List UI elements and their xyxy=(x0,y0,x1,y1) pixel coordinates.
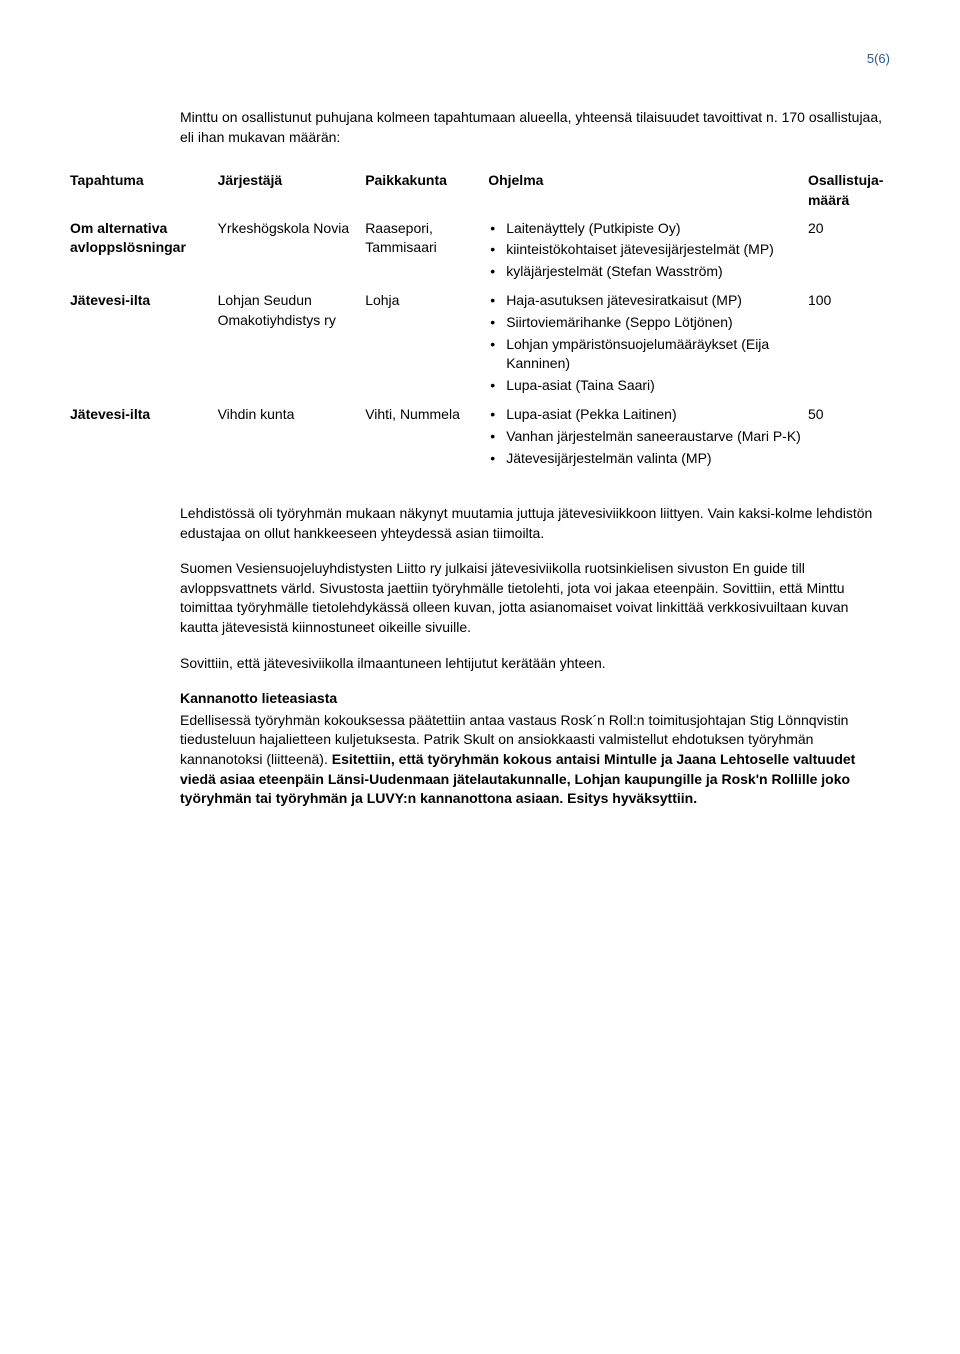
cell-loc: Raasepori, Tammisaari xyxy=(365,215,488,288)
table-header-row: Tapahtuma Järjestäjä Paikkakunta Ohjelma… xyxy=(70,167,890,214)
program-item: Jätevesijärjestelmän valinta (MP) xyxy=(506,449,802,469)
body-paragraph: Lehdistössä oli työryhmän mukaan näkynyt… xyxy=(180,504,890,543)
cell-event: Jätevesi-ilta xyxy=(70,292,150,308)
intro-paragraph: Minttu on osallistunut puhujana kolmeen … xyxy=(180,108,890,147)
cell-org: Lohjan Seudun Omakotiyhdistys ry xyxy=(218,287,366,401)
program-item: kyläjärjestelmät (Stefan Wasström) xyxy=(506,262,802,282)
program-item: Siirtoviemärihanke (Seppo Lötjönen) xyxy=(506,313,802,333)
cell-count: 100 xyxy=(808,287,890,401)
events-table: Tapahtuma Järjestäjä Paikkakunta Ohjelma… xyxy=(70,167,890,474)
cell-org: Vihdin kunta xyxy=(218,401,366,474)
program-item: Haja-asutuksen jätevesiratkaisut (MP) xyxy=(506,291,802,311)
program-item: Vanhan järjestelmän saneeraustarve (Mari… xyxy=(506,427,802,447)
cell-loc: Lohja xyxy=(365,287,488,401)
section-heading: Kannanotto lieteasiasta xyxy=(180,689,890,709)
cell-loc: Vihti, Nummela xyxy=(365,401,488,474)
th-org: Järjestäjä xyxy=(218,167,366,214)
cell-event: Jätevesi-ilta xyxy=(70,406,150,422)
body-paragraph: Edellisessä työryhmän kokouksessa päätet… xyxy=(180,711,890,809)
body-paragraph: Suomen Vesiensuojeluyhdistysten Liitto r… xyxy=(180,559,890,637)
body-paragraph: Sovittiin, että jätevesiviikolla ilmaant… xyxy=(180,654,890,674)
table-row: Om alternativa avloppslösningar Yrkeshög… xyxy=(70,215,890,288)
table-row: Jätevesi-ilta Lohjan Seudun Omakotiyhdis… xyxy=(70,287,890,401)
page-number: 5(6) xyxy=(70,50,890,68)
cell-org: Yrkeshögskola Novia xyxy=(218,215,366,288)
th-count: Osallistuja-määrä xyxy=(808,167,890,214)
program-item: Lupa-asiat (Taina Saari) xyxy=(506,376,802,396)
program-item: Lupa-asiat (Pekka Laitinen) xyxy=(506,405,802,425)
program-item: Lohjan ympäristönsuojelumääräykset (Eija… xyxy=(506,335,802,374)
program-item: Laitenäyttely (Putkipiste Oy) xyxy=(506,219,802,239)
program-list: Laitenäyttely (Putkipiste Oy) kiinteistö… xyxy=(488,219,802,282)
th-prog: Ohjelma xyxy=(488,167,808,214)
cell-count: 50 xyxy=(808,401,890,474)
cell-event: Om alternativa avloppslösningar xyxy=(70,220,186,256)
program-list: Haja-asutuksen jätevesiratkaisut (MP) Si… xyxy=(488,291,802,395)
program-list: Lupa-asiat (Pekka Laitinen) Vanhan järje… xyxy=(488,405,802,468)
cell-count: 20 xyxy=(808,215,890,288)
program-item: kiinteistökohtaiset jätevesijärjestelmät… xyxy=(506,240,802,260)
th-event: Tapahtuma xyxy=(70,167,218,214)
table-row: Jätevesi-ilta Vihdin kunta Vihti, Nummel… xyxy=(70,401,890,474)
th-loc: Paikkakunta xyxy=(365,167,488,214)
